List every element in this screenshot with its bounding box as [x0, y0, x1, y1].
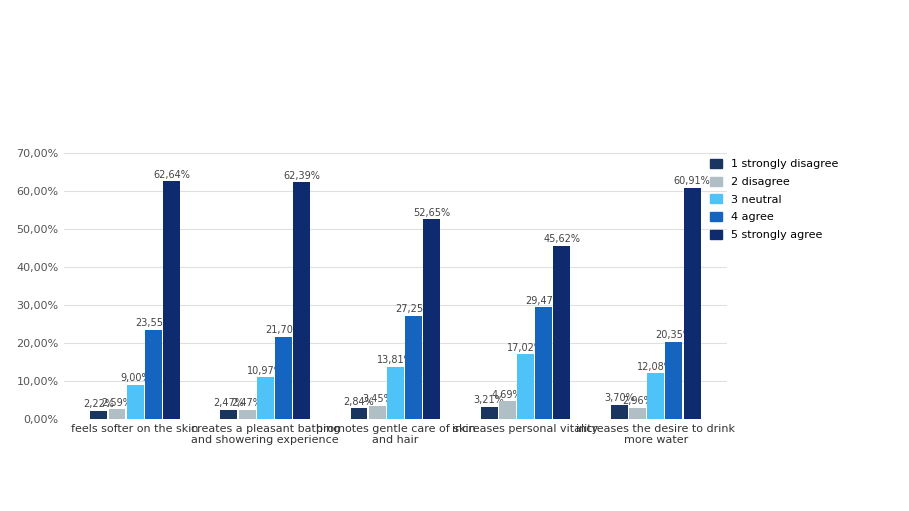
Bar — [239, 410, 255, 419]
Bar — [405, 316, 422, 419]
Text: 2,84%: 2,84% — [344, 397, 375, 407]
Bar — [684, 188, 701, 419]
Bar — [351, 408, 367, 419]
Text: 9,00%: 9,00% — [120, 374, 151, 383]
Text: 21,70%: 21,70% — [265, 325, 302, 335]
Text: 12,08%: 12,08% — [637, 362, 674, 371]
Bar — [108, 409, 125, 419]
Text: n = 811: n = 811 — [36, 123, 90, 136]
Text: 3,70%: 3,70% — [604, 393, 634, 404]
Text: GRANDER: GRANDER — [771, 102, 836, 115]
Bar — [387, 366, 404, 419]
Text: 2,47%: 2,47% — [214, 398, 245, 408]
Text: How do GRANDER® users assess the effect of GRANDER® water revitalization in term: How do GRANDER® users assess the effect … — [36, 21, 636, 34]
Bar — [481, 407, 497, 419]
Text: G: G — [792, 29, 815, 57]
Text: W A T E R: W A T E R — [785, 127, 822, 136]
Text: 60,91%: 60,91% — [674, 176, 711, 187]
Bar — [517, 355, 534, 419]
Text: 52,65%: 52,65% — [414, 207, 450, 218]
Bar — [257, 378, 274, 419]
Text: 17,02%: 17,02% — [507, 343, 544, 353]
Bar — [535, 307, 552, 419]
Text: Vitality & personal perception: Vitality & personal perception — [36, 57, 272, 71]
Text: 3,45%: 3,45% — [362, 394, 393, 404]
Text: ... the universal power of water.: ... the universal power of water. — [697, 482, 896, 495]
Text: 62,64%: 62,64% — [154, 170, 190, 180]
Bar — [611, 405, 628, 419]
Legend: 1 strongly disagree, 2 disagree, 3 neutral, 4 agree, 5 strongly agree: 1 strongly disagree, 2 disagree, 3 neutr… — [710, 159, 838, 240]
Text: 2,22%: 2,22% — [84, 399, 115, 409]
Bar — [294, 182, 310, 419]
Bar — [665, 342, 683, 419]
Text: Data in %: Data in % — [36, 91, 102, 105]
Text: 2,47%: 2,47% — [232, 398, 263, 408]
Bar — [554, 246, 571, 419]
Bar — [90, 411, 107, 419]
Bar — [145, 330, 162, 419]
Text: 3,21%: 3,21% — [474, 396, 504, 405]
Bar — [647, 373, 664, 419]
Bar — [275, 337, 292, 419]
Bar — [499, 401, 515, 419]
Text: 2,96%: 2,96% — [622, 396, 653, 406]
Text: 2,59%: 2,59% — [102, 398, 133, 408]
Text: 45,62%: 45,62% — [544, 235, 581, 244]
Text: 4,69%: 4,69% — [492, 390, 523, 400]
Bar — [163, 181, 180, 419]
Circle shape — [847, 10, 858, 18]
Text: 62,39%: 62,39% — [284, 171, 320, 181]
Bar — [424, 219, 440, 419]
Bar — [126, 385, 144, 419]
Text: 29,47%: 29,47% — [525, 296, 563, 306]
Text: 13,81%: 13,81% — [377, 355, 414, 365]
Text: 20,35%: 20,35% — [655, 330, 693, 340]
Bar — [369, 406, 385, 419]
Text: 27,25%: 27,25% — [395, 304, 433, 314]
Bar — [220, 410, 237, 419]
Text: 23,55%: 23,55% — [135, 318, 172, 328]
Bar — [629, 408, 646, 419]
Text: 10,97%: 10,97% — [247, 366, 284, 376]
